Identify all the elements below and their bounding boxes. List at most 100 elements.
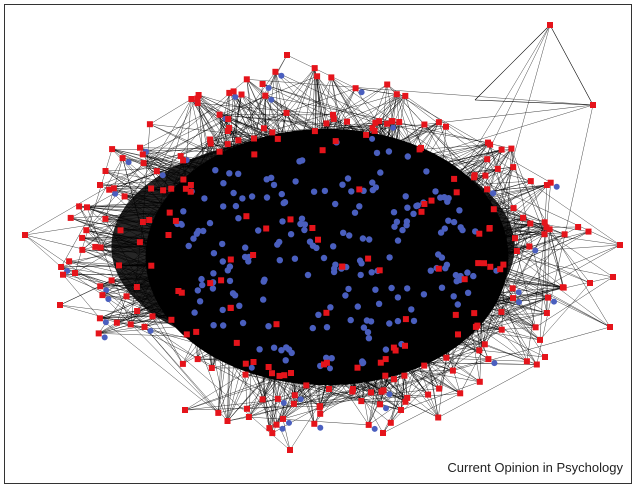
node-square	[428, 197, 435, 204]
edge	[24, 234, 62, 268]
node-circle	[432, 188, 439, 195]
edge	[116, 296, 127, 323]
node-square	[280, 415, 286, 422]
node-square	[617, 242, 623, 248]
node-square	[227, 304, 234, 311]
node-square	[380, 430, 386, 436]
node-circle	[532, 247, 539, 254]
node-square	[168, 316, 175, 323]
node-square	[97, 182, 103, 188]
node-square	[523, 358, 530, 365]
node-square	[484, 156, 491, 163]
node-circle	[452, 271, 460, 279]
node-square	[245, 414, 252, 420]
node-circle	[437, 229, 445, 236]
node-circle	[280, 399, 287, 406]
node-square	[344, 118, 350, 125]
node-circle	[410, 317, 418, 325]
node-circle	[309, 324, 316, 332]
node-square	[266, 425, 273, 432]
node-circle	[330, 243, 337, 250]
source-label: Current Opinion in Psychology	[447, 460, 623, 475]
node-square	[443, 354, 450, 361]
node-square	[541, 231, 548, 238]
node-circle	[491, 360, 498, 367]
node-square	[497, 266, 504, 273]
node-square	[323, 120, 330, 127]
node-square	[269, 129, 276, 136]
node-square	[188, 96, 195, 102]
node-square	[559, 284, 566, 291]
node-square	[99, 292, 106, 299]
node-square	[332, 138, 339, 145]
node-circle	[394, 317, 402, 325]
node-circle	[394, 294, 402, 301]
node-circle	[345, 285, 352, 293]
node-square	[311, 65, 318, 72]
node-square	[250, 252, 257, 258]
node-square	[187, 188, 194, 195]
node-square	[402, 398, 409, 405]
node-square	[123, 293, 130, 300]
node-circle	[265, 323, 272, 330]
node-circle	[296, 158, 303, 165]
node-square	[243, 76, 250, 83]
node-square	[113, 319, 120, 326]
node-circle	[260, 278, 267, 285]
node-square	[481, 341, 488, 348]
node-square	[475, 260, 482, 267]
node-square	[418, 144, 424, 151]
node-circle	[268, 174, 275, 181]
node-square	[498, 326, 505, 333]
node-square	[179, 360, 186, 367]
node-square	[543, 182, 550, 188]
node-square	[148, 185, 155, 192]
node-square	[349, 388, 356, 395]
node-circle	[371, 425, 378, 432]
node-circle	[263, 194, 271, 201]
node-square	[291, 392, 298, 399]
node-circle	[301, 226, 308, 234]
node-circle	[286, 419, 292, 426]
node-circle	[420, 291, 428, 298]
node-circle	[356, 257, 364, 264]
node-square	[194, 356, 201, 363]
node-circle	[394, 237, 402, 244]
node-square	[317, 410, 324, 417]
node-circle	[435, 251, 442, 258]
node-square	[226, 125, 233, 131]
node-square	[435, 414, 442, 421]
node-square	[194, 100, 201, 107]
node-square	[67, 214, 74, 221]
node-square	[269, 430, 276, 437]
node-square	[510, 205, 517, 212]
node-square	[283, 109, 290, 116]
node-circle	[375, 300, 383, 307]
node-square	[487, 141, 494, 148]
node-circle	[201, 195, 208, 202]
node-square	[117, 227, 124, 234]
node-square	[472, 323, 479, 330]
edge	[484, 234, 565, 345]
node-circle	[279, 218, 286, 225]
node-square	[587, 280, 593, 286]
node-circle	[256, 346, 263, 353]
node-circle	[219, 258, 226, 265]
node-square	[136, 239, 143, 246]
node-square	[376, 118, 383, 125]
node-circle	[323, 324, 331, 331]
node-square	[482, 172, 489, 179]
edge	[265, 95, 392, 122]
node-square	[110, 185, 117, 192]
node-circle	[242, 244, 249, 251]
edge	[149, 98, 192, 125]
node-circle	[330, 268, 338, 276]
node-circle	[210, 270, 217, 277]
node-circle	[282, 357, 289, 364]
node-square	[382, 356, 389, 363]
node-square	[108, 277, 115, 284]
node-square	[533, 361, 540, 368]
node-square	[377, 359, 384, 366]
node-circle	[347, 316, 354, 324]
edge	[549, 24, 594, 106]
